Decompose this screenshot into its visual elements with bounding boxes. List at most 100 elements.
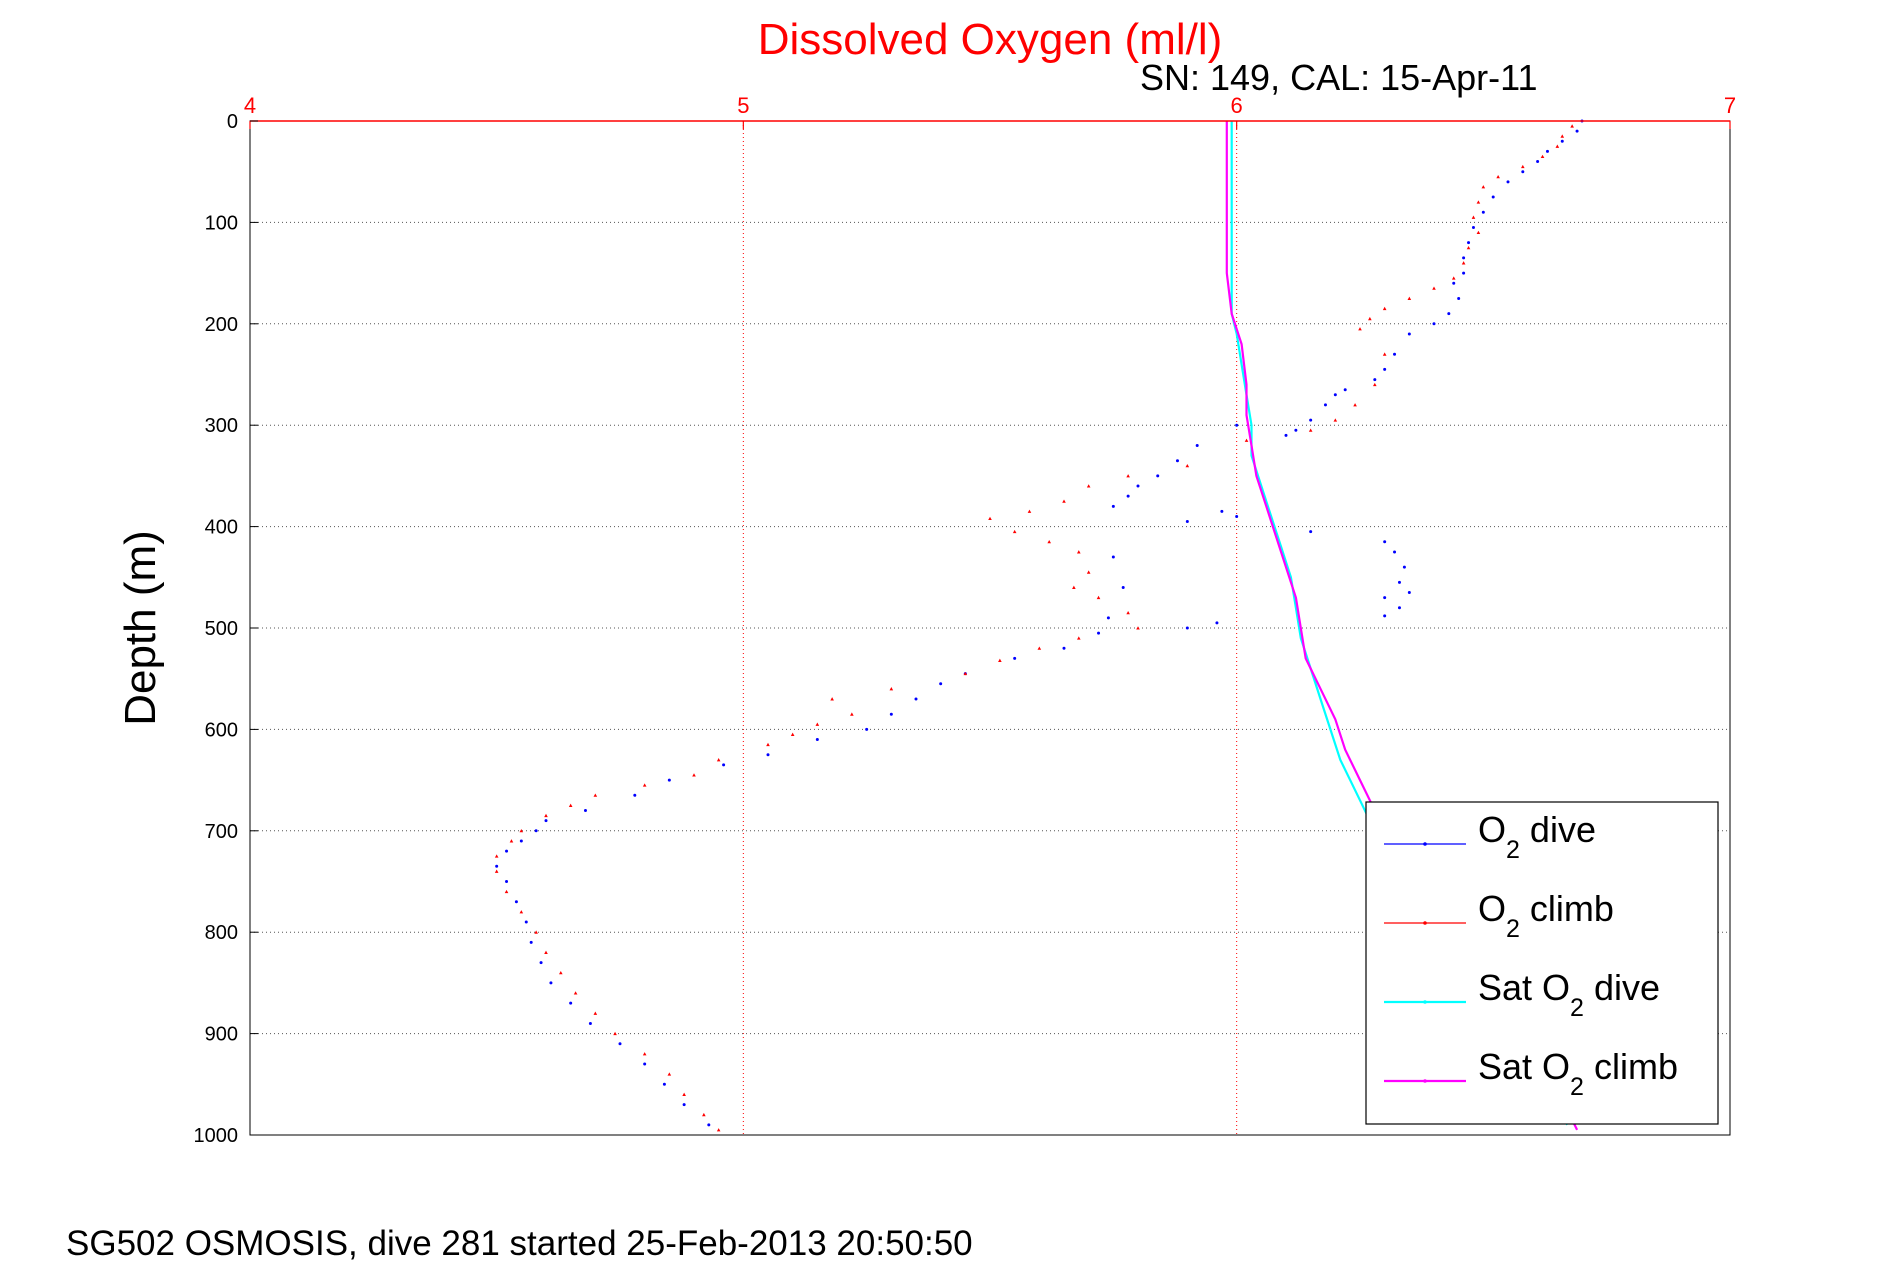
data-point <box>702 1112 706 1117</box>
data-point <box>1235 423 1239 427</box>
data-point <box>716 758 721 762</box>
data-point <box>1536 160 1540 164</box>
data-point <box>939 682 943 686</box>
data-point <box>1521 164 1525 169</box>
data-point <box>1466 245 1471 250</box>
data-point <box>1447 312 1451 316</box>
data-point <box>1323 403 1327 407</box>
data-point <box>618 1042 622 1046</box>
data-point <box>1072 585 1076 589</box>
data-point <box>1462 256 1466 260</box>
data-point <box>889 687 894 691</box>
data-point <box>1393 550 1397 554</box>
data-point <box>1111 504 1115 508</box>
data-point <box>1373 382 1377 387</box>
data-point <box>1121 585 1125 589</box>
data-point <box>1126 474 1130 478</box>
legend-label: O2 climb <box>1478 888 1614 943</box>
data-point <box>914 697 918 701</box>
data-point <box>1432 322 1436 326</box>
data-point <box>1452 281 1456 285</box>
data-point <box>1195 443 1199 447</box>
data-point <box>1235 514 1239 518</box>
data-point <box>509 839 514 843</box>
y-axis: 0 100 200 300 400 500 600 700 800 900 1000 <box>194 111 258 1147</box>
x-tick-label: 4 <box>244 93 256 118</box>
legend-label: Sat O2 dive <box>1478 967 1660 1022</box>
data-point <box>1220 509 1224 513</box>
data-point <box>790 732 795 736</box>
data-point <box>613 1031 617 1036</box>
data-point <box>682 1103 686 1107</box>
data-point <box>1570 124 1574 128</box>
data-point <box>1481 210 1485 214</box>
data-point <box>1013 656 1017 660</box>
data-point <box>1353 403 1357 407</box>
data-point <box>1077 636 1081 640</box>
data-point <box>1383 596 1387 600</box>
legend-box <box>1365 801 1719 1125</box>
series-o2_climb <box>494 124 1574 1132</box>
x-axis: 4 5 6 7 <box>244 93 1736 129</box>
chart-subtitle: SN: 149, CAL: 15-Apr-11 <box>1140 57 1538 98</box>
data-point <box>519 839 523 843</box>
legend-marker <box>1423 842 1427 846</box>
data-point <box>514 900 518 904</box>
data-point <box>1383 540 1387 544</box>
data-point <box>1560 134 1565 138</box>
data-point <box>544 950 548 954</box>
data-point <box>1496 174 1500 179</box>
data-point <box>1126 494 1130 498</box>
data-point <box>1185 626 1189 630</box>
data-point <box>1343 388 1347 392</box>
data-point <box>1560 139 1564 143</box>
legend-item: O2 dive <box>1384 809 1596 864</box>
x-tick-label: 7 <box>1724 93 1736 118</box>
data-point <box>1383 367 1387 371</box>
data-point <box>549 981 553 985</box>
data-point <box>830 697 834 701</box>
data-point <box>1451 276 1456 280</box>
data-point <box>1467 241 1471 245</box>
data-point <box>544 813 548 818</box>
data-point <box>1506 180 1510 184</box>
legend: O2 dive O2 climb Sat O2 dive Sat O2 climb <box>1365 801 1719 1125</box>
data-point <box>1402 565 1406 569</box>
data-point <box>1545 149 1549 153</box>
data-point <box>544 819 548 823</box>
data-point <box>850 712 854 716</box>
data-point <box>1215 621 1219 625</box>
data-point <box>1407 296 1412 300</box>
y-tick-label: 100 <box>205 212 238 234</box>
data-point <box>1308 428 1313 432</box>
data-point <box>1407 332 1411 336</box>
data-point <box>569 1001 573 1005</box>
chart-title: Dissolved Oxygen (ml/l) <box>758 15 1223 64</box>
data-point <box>1521 170 1525 174</box>
data-point <box>889 712 893 716</box>
legend-marker <box>1423 1079 1427 1083</box>
data-point <box>504 889 509 894</box>
data-point <box>1333 418 1338 422</box>
data-point <box>692 773 696 777</box>
data-point <box>534 829 538 833</box>
x-tick-label: 6 <box>1231 93 1243 118</box>
data-point <box>1027 509 1032 513</box>
data-point <box>1037 646 1042 650</box>
grid <box>250 121 1730 1135</box>
data-point <box>593 793 598 797</box>
legend-item: Sat O2 dive <box>1384 967 1660 1022</box>
data-point <box>1244 438 1249 442</box>
data-point <box>1540 154 1545 158</box>
data-point <box>1086 570 1091 574</box>
data-point <box>682 1092 686 1096</box>
data-point <box>573 991 578 995</box>
data-point <box>865 727 869 731</box>
footer-caption: SG502 OSMOSIS, dive 281 started 25-Feb-2… <box>66 1224 973 1262</box>
data-point <box>667 1072 672 1076</box>
data-point <box>519 910 524 914</box>
data-point <box>1086 484 1091 488</box>
data-point <box>963 671 968 676</box>
data-point <box>1012 529 1017 534</box>
y-axis-label: Depth (m) <box>116 530 165 726</box>
